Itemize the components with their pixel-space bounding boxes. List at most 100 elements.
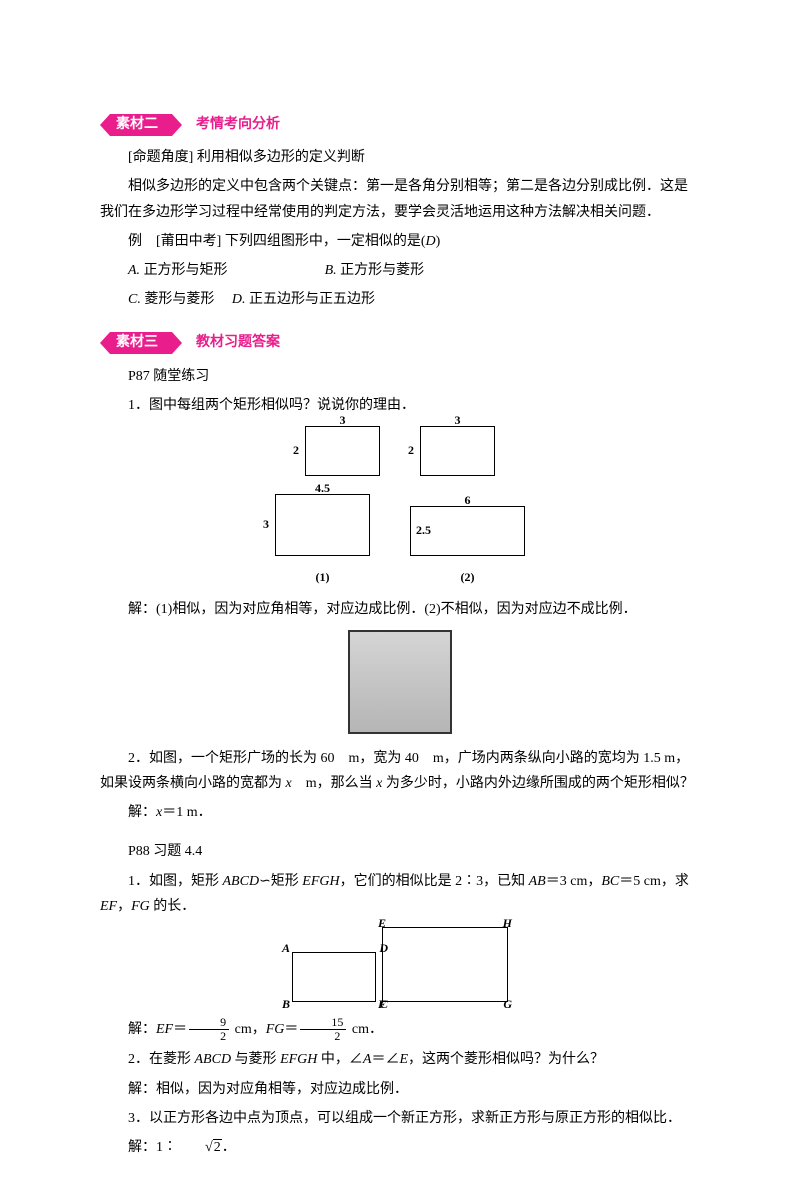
optD: 正五边形与正五边形 [249, 292, 375, 307]
tag-shape: 素材二 [100, 114, 182, 136]
example-intro: 例 [莆田中考] 下列四组图形中，一定相似的是( [128, 234, 426, 249]
frac2-den: 2 [300, 1030, 346, 1043]
q3-a: 1．如图，矩形 [128, 874, 223, 889]
rect-2b: 6 2.5 [410, 506, 525, 556]
corner-A: A [282, 938, 290, 960]
a5-rad: 2 [213, 1139, 222, 1155]
q4-e: ，这两个菱形相似吗？为什么？ [408, 1052, 604, 1067]
rect-1a: 3 2 [305, 426, 380, 476]
cap2: (2) [410, 567, 525, 589]
a2-a: 解： [128, 805, 156, 820]
options-row-2: C. 菱形与菱形 D. 正五边形与正五边形 [100, 287, 700, 312]
rect-2a: 4.5 3 [275, 494, 370, 556]
small-rect: A D B C [292, 952, 376, 1002]
q5: 3．以正方形各边中点为顶点，可以组成一个新正方形，求新正方形与原正方形的相似比． [100, 1106, 700, 1131]
lbl-left: 2.5 [416, 520, 431, 542]
q4-d: ＝∠ [371, 1052, 399, 1067]
q3-bc: BC [601, 874, 619, 889]
options-row-1: A. 正方形与矩形 B. 正方形与菱形 [100, 258, 700, 283]
q2-c: 为多少时，小路内外边缘所围成的两个矩形相似？ [382, 776, 694, 791]
a4: 解：相似，因为对应角相等，对应边成比例． [100, 1077, 700, 1102]
a5: 解：1∶ 2． [100, 1135, 700, 1160]
tag-triangle-right [172, 332, 182, 354]
a3-eq1: ＝ [173, 1022, 187, 1037]
q3: 1．如图，矩形 ABCD∽矩形 EFGH，它们的相似比是 2∶3，已知 AB＝3… [100, 869, 700, 919]
lbl-top: 3 [340, 410, 346, 432]
corner-E: E [378, 913, 386, 935]
corner-F: F [378, 994, 386, 1016]
frac1: 92 [189, 1016, 229, 1043]
example-line: 例 [莆田中考] 下列四组图形中，一定相似的是(D) [100, 229, 700, 254]
square-figure [348, 630, 452, 734]
q3-f: ， [117, 899, 131, 914]
q4-c: 中，∠ [317, 1052, 363, 1067]
q4-b: 与菱形 [231, 1052, 280, 1067]
rect-shape [382, 927, 508, 1002]
example-answer: D [426, 234, 436, 249]
lbl-top: 6 [465, 490, 471, 512]
corner-H: H [503, 913, 512, 935]
a1: 解：(1)相似，因为对应角相等，对应边成比例．(2)不相似，因为对应边不成比例． [100, 597, 700, 622]
a5-post: ． [222, 1140, 236, 1155]
tag-shape: 素材三 [100, 332, 182, 354]
optC: 菱形与菱形 [144, 292, 214, 307]
q3-b: ∽矩形 [259, 874, 302, 889]
lbl-left: 3 [263, 514, 269, 536]
q4-a: 2．在菱形 [128, 1052, 195, 1067]
q3-fg: FG [131, 899, 150, 914]
sqrt: 2 [177, 1135, 222, 1160]
diagram1-row1: 3 2 3 2 [100, 426, 700, 476]
tag-triangle-right [172, 114, 182, 136]
a2-b: ＝1 m． [162, 805, 211, 820]
q2-b: m，那么当 [292, 776, 376, 791]
corner-G: G [503, 994, 512, 1016]
section3-header: 素材三 教材习题答案 [100, 330, 700, 355]
col1: 4.5 3 (1) [275, 494, 370, 589]
cap1: (1) [275, 567, 370, 589]
a3-fg: FG [266, 1022, 285, 1037]
q4: 2．在菱形 ABCD 与菱形 EFGH 中，∠A＝∠E，这两个菱形相似吗？为什么… [100, 1047, 700, 1072]
optA-label: A. [128, 263, 140, 278]
frac1-den: 2 [189, 1030, 229, 1043]
page: 素材二 考情考向分析 [命题角度] 利用相似多边形的定义判断 相似多边形的定义中… [0, 0, 800, 1204]
q3-d: ＝3 cm， [546, 874, 602, 889]
frac1-num: 9 [189, 1016, 229, 1030]
optB: 正方形与菱形 [340, 263, 424, 278]
section2-tag: 素材二 [110, 114, 172, 136]
q4-efgh: EFGH [280, 1052, 317, 1067]
rect-shape [420, 426, 495, 476]
large-rect: E H F G [382, 927, 508, 1002]
section3-tag: 素材三 [110, 332, 172, 354]
diagram1-row2: 4.5 3 (1) 6 2.5 (2) [100, 494, 700, 589]
q1: 1．图中每组两个矩形相似吗？说说你的理由． [100, 393, 700, 418]
section2-p1: 相似多边形的定义中包含两个关键点：第一是各角分别相等；第二是各边分别成比例．这是… [100, 174, 700, 224]
q4-E: E [399, 1052, 408, 1067]
example-close: ) [436, 234, 441, 249]
rect-1b: 3 2 [420, 426, 495, 476]
optB-label: B. [325, 263, 337, 278]
q4-abcd: ABCD [195, 1052, 232, 1067]
lbl-top: 3 [455, 410, 461, 432]
a3: 解：EF＝92 cm，FG＝152 cm． [100, 1016, 700, 1043]
rect-shape [305, 426, 380, 476]
section2-title: 考情考向分析 [196, 112, 280, 137]
rect-shape [292, 952, 376, 1002]
a5-pre: 解：1∶ [128, 1140, 177, 1155]
lbl-left: 2 [293, 440, 299, 462]
q3-ef: EF [100, 899, 117, 914]
q3-g: 的长． [150, 899, 196, 914]
q3-c: ，它们的相似比是 2∶3，已知 [340, 874, 529, 889]
optA: 正方形与矩形 [144, 263, 228, 278]
section2-header: 素材二 考情考向分析 [100, 112, 700, 137]
a3-unit1: cm， [231, 1022, 266, 1037]
frac2-num: 15 [300, 1016, 346, 1030]
tag-triangle-left [100, 332, 110, 354]
rect-pair-figure: A D B C E H F G [100, 927, 700, 1002]
a2: 解：x＝1 m． [100, 800, 700, 825]
q3-abcd: ABCD [223, 874, 260, 889]
a3-unit2: cm． [348, 1022, 383, 1037]
q3-e: ＝5 cm，求 [619, 874, 689, 889]
corner-B: B [282, 994, 290, 1016]
section3-title: 教材习题答案 [196, 330, 280, 355]
q3-efgh: EFGH [302, 874, 339, 889]
